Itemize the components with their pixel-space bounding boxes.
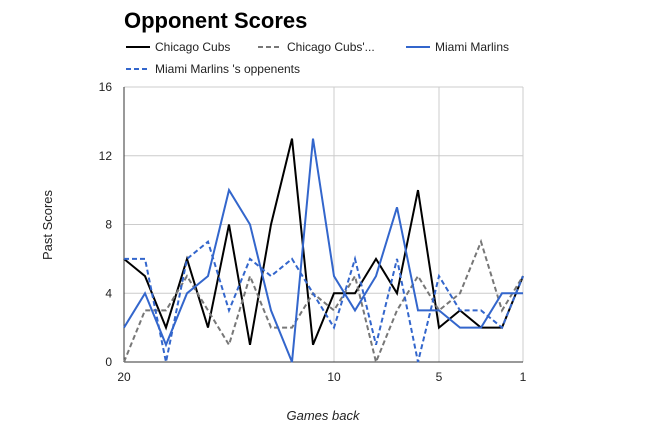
legend-label: Chicago Cubs xyxy=(155,40,230,54)
legend-label: Miami Marlins 's oppenents xyxy=(155,62,300,76)
series-line-4 xyxy=(124,239,524,363)
x-tick-label: 20 xyxy=(117,370,131,384)
x-tick-label: 5 xyxy=(436,370,443,384)
gridlines xyxy=(124,86,524,362)
y-tick-label: 0 xyxy=(105,355,112,369)
y-tick-label: 16 xyxy=(99,80,113,94)
series-line-2 xyxy=(123,238,524,366)
series-line-1 xyxy=(123,138,524,346)
legend-item: Chicago Cubs xyxy=(126,40,230,54)
series-line-3 xyxy=(123,138,523,363)
legend-item: Chicago Cubs'... xyxy=(258,40,375,54)
axes xyxy=(123,87,523,363)
series-lines xyxy=(123,138,524,366)
y-tick-label: 4 xyxy=(105,286,112,300)
x-tick-label: 10 xyxy=(327,370,341,384)
x-axis-title: Games back xyxy=(287,408,361,423)
chart-title: Opponent Scores xyxy=(124,8,307,33)
y-axis-title: Past Scores xyxy=(40,189,55,260)
legend-item: Miami Marlins xyxy=(406,40,509,54)
legend-item: Miami Marlins 's oppenents xyxy=(126,62,300,76)
legend-label: Miami Marlins xyxy=(435,40,509,54)
y-tick-label: 8 xyxy=(105,218,112,232)
y-axis-ticks: 0 4 8 12 16 xyxy=(99,80,113,369)
y-tick-label: 12 xyxy=(99,149,113,163)
x-tick-label: 1 xyxy=(520,370,527,384)
legend-label: Chicago Cubs'... xyxy=(287,40,375,54)
legend: Chicago Cubs Chicago Cubs'... Miami Marlin… xyxy=(126,40,509,76)
x-axis-ticks: 20 10 5 1 xyxy=(117,370,526,384)
